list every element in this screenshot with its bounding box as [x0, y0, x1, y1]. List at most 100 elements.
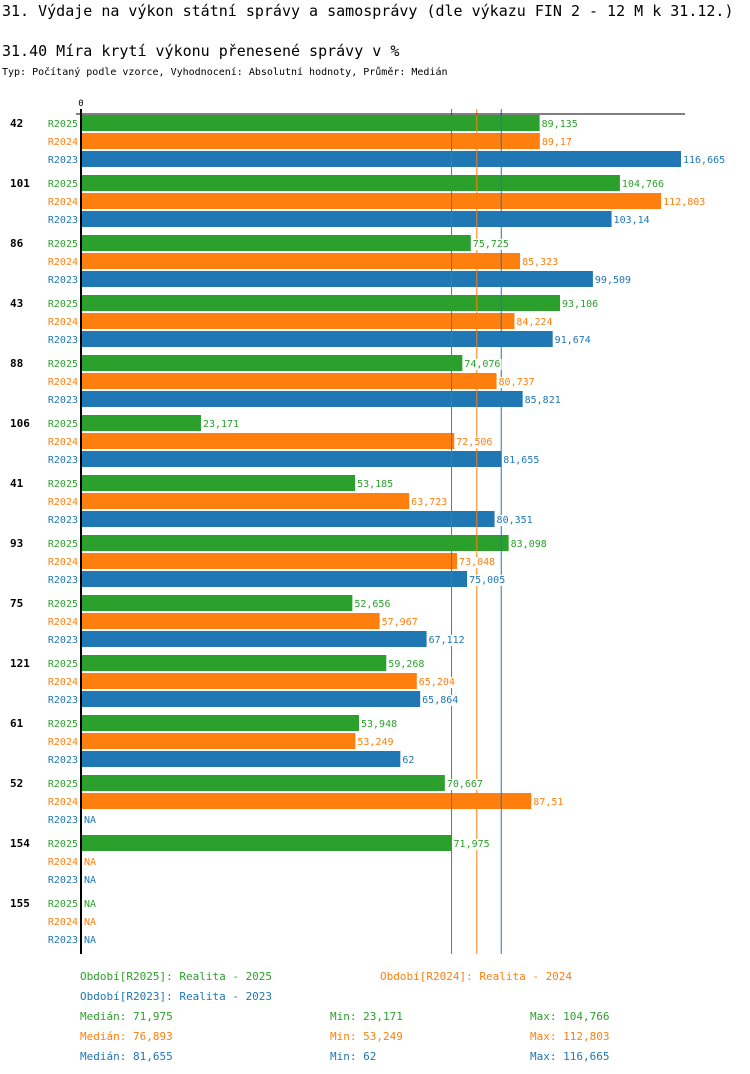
bar-r2025 [82, 475, 356, 491]
bar-r2025 [82, 415, 201, 431]
value-label: 89,135 [542, 119, 578, 130]
value-label-bg [83, 899, 98, 910]
value-label: 57,967 [382, 617, 418, 628]
series-label: R2025 [48, 719, 78, 730]
category-label: 52 [10, 777, 23, 790]
value-label: 93,106 [562, 299, 598, 310]
legend-item-r2025: Období[R2025]: Realita - 2025 [80, 970, 273, 983]
bar-r2023 [82, 751, 401, 767]
value-label: 72,506 [456, 437, 492, 448]
value-label-bg [682, 155, 727, 166]
series-label: R2024 [48, 377, 78, 388]
value-label: 99,509 [595, 275, 631, 286]
value-label: 89,17 [542, 137, 572, 148]
bar-r2023 [82, 631, 427, 647]
value-label-bg [353, 599, 392, 610]
value-label: 53,948 [361, 719, 397, 730]
category-label: 101 [10, 177, 30, 190]
value-label: NA [84, 917, 96, 928]
bar-r2024 [82, 373, 497, 389]
bar-r2023 [82, 511, 495, 527]
legend-item-r2024: Období[R2024]: Realita - 2024 [380, 970, 573, 983]
value-label: 103,14 [614, 215, 650, 226]
stat-max-r2024: Max: 112,803 [530, 1030, 610, 1043]
bar-r2024 [82, 733, 356, 749]
value-label-bg [495, 515, 534, 526]
value-label: NA [84, 935, 96, 946]
value-label-bg [421, 695, 460, 706]
bar-r2023 [82, 691, 421, 707]
value-label-bg [523, 395, 562, 406]
value-label: 65,204 [419, 677, 455, 688]
value-label-bg [471, 239, 510, 250]
value-label: 85,821 [525, 395, 561, 406]
bar-r2024 [82, 193, 662, 209]
value-label: 74,076 [464, 359, 500, 370]
series-label: R2024 [48, 737, 78, 748]
value-label: 59,268 [388, 659, 424, 670]
value-label-bg [201, 419, 241, 430]
series-label: R2023 [48, 815, 78, 826]
bar-r2024 [82, 433, 455, 449]
series-label: R2023 [48, 335, 78, 346]
category-label: 106 [10, 417, 30, 430]
value-label-bg [497, 377, 536, 388]
stat-median-r2023: Medián: 81,655 [80, 1050, 173, 1063]
series-label: R2024 [48, 257, 78, 268]
series-label: R2025 [48, 899, 78, 910]
value-label: 91,674 [555, 335, 591, 346]
bar-r2025 [82, 775, 445, 791]
series-label: R2025 [48, 659, 78, 670]
value-label-bg [468, 575, 507, 586]
series-label: R2025 [48, 179, 78, 190]
value-label-bg [410, 497, 449, 508]
series-label: R2024 [48, 617, 78, 628]
series-label: R2023 [48, 275, 78, 286]
value-label: NA [84, 875, 96, 886]
value-label-bg [463, 359, 502, 370]
bar-r2024 [82, 673, 417, 689]
value-label-bg [83, 875, 98, 886]
value-label: 65,864 [422, 695, 458, 706]
chart-title: 31.40 Míra krytí výkonu přenesené správy… [2, 42, 400, 60]
value-label-bg [553, 335, 592, 346]
value-label-bg [83, 917, 98, 928]
bar-r2024 [82, 553, 458, 569]
series-label: R2025 [48, 599, 78, 610]
value-label: 112,803 [663, 197, 705, 208]
series-label: R2023 [48, 695, 78, 706]
stat-median-r2025: Medián: 71,975 [80, 1010, 173, 1023]
value-label-bg [83, 935, 98, 946]
value-label-bg [356, 479, 395, 490]
series-label: R2023 [48, 875, 78, 886]
value-label-bg [509, 539, 548, 550]
value-label: 53,185 [357, 479, 393, 490]
value-label-bg [445, 779, 484, 790]
series-label: R2025 [48, 779, 78, 790]
value-label: 80,737 [499, 377, 535, 388]
bar-r2025 [82, 595, 353, 611]
category-label: 61 [10, 717, 24, 730]
bar-r2024 [82, 133, 540, 149]
category-label: 41 [10, 477, 24, 490]
value-label-bg [458, 557, 497, 568]
value-label: 85,323 [522, 257, 558, 268]
series-label: R2024 [48, 437, 78, 448]
value-label: 81,655 [503, 455, 539, 466]
value-label-bg [502, 455, 541, 466]
bar-r2025 [82, 715, 359, 731]
value-label-bg [515, 317, 554, 328]
report-title: 31. Výdaje na výkon státní správy a samo… [2, 2, 734, 20]
category-label: 93 [10, 537, 23, 550]
value-label-bg [417, 677, 456, 688]
series-label: R2025 [48, 419, 78, 430]
series-label: R2023 [48, 755, 78, 766]
category-label: 43 [10, 297, 23, 310]
legend-item-r2023: Období[R2023]: Realita - 2023 [80, 990, 273, 1003]
value-label-bg [359, 719, 399, 730]
series-label: R2023 [48, 215, 78, 226]
series-label: R2025 [48, 539, 78, 550]
value-label: 83,098 [511, 539, 547, 550]
value-label-bg [620, 179, 666, 190]
series-label: R2024 [48, 917, 78, 928]
